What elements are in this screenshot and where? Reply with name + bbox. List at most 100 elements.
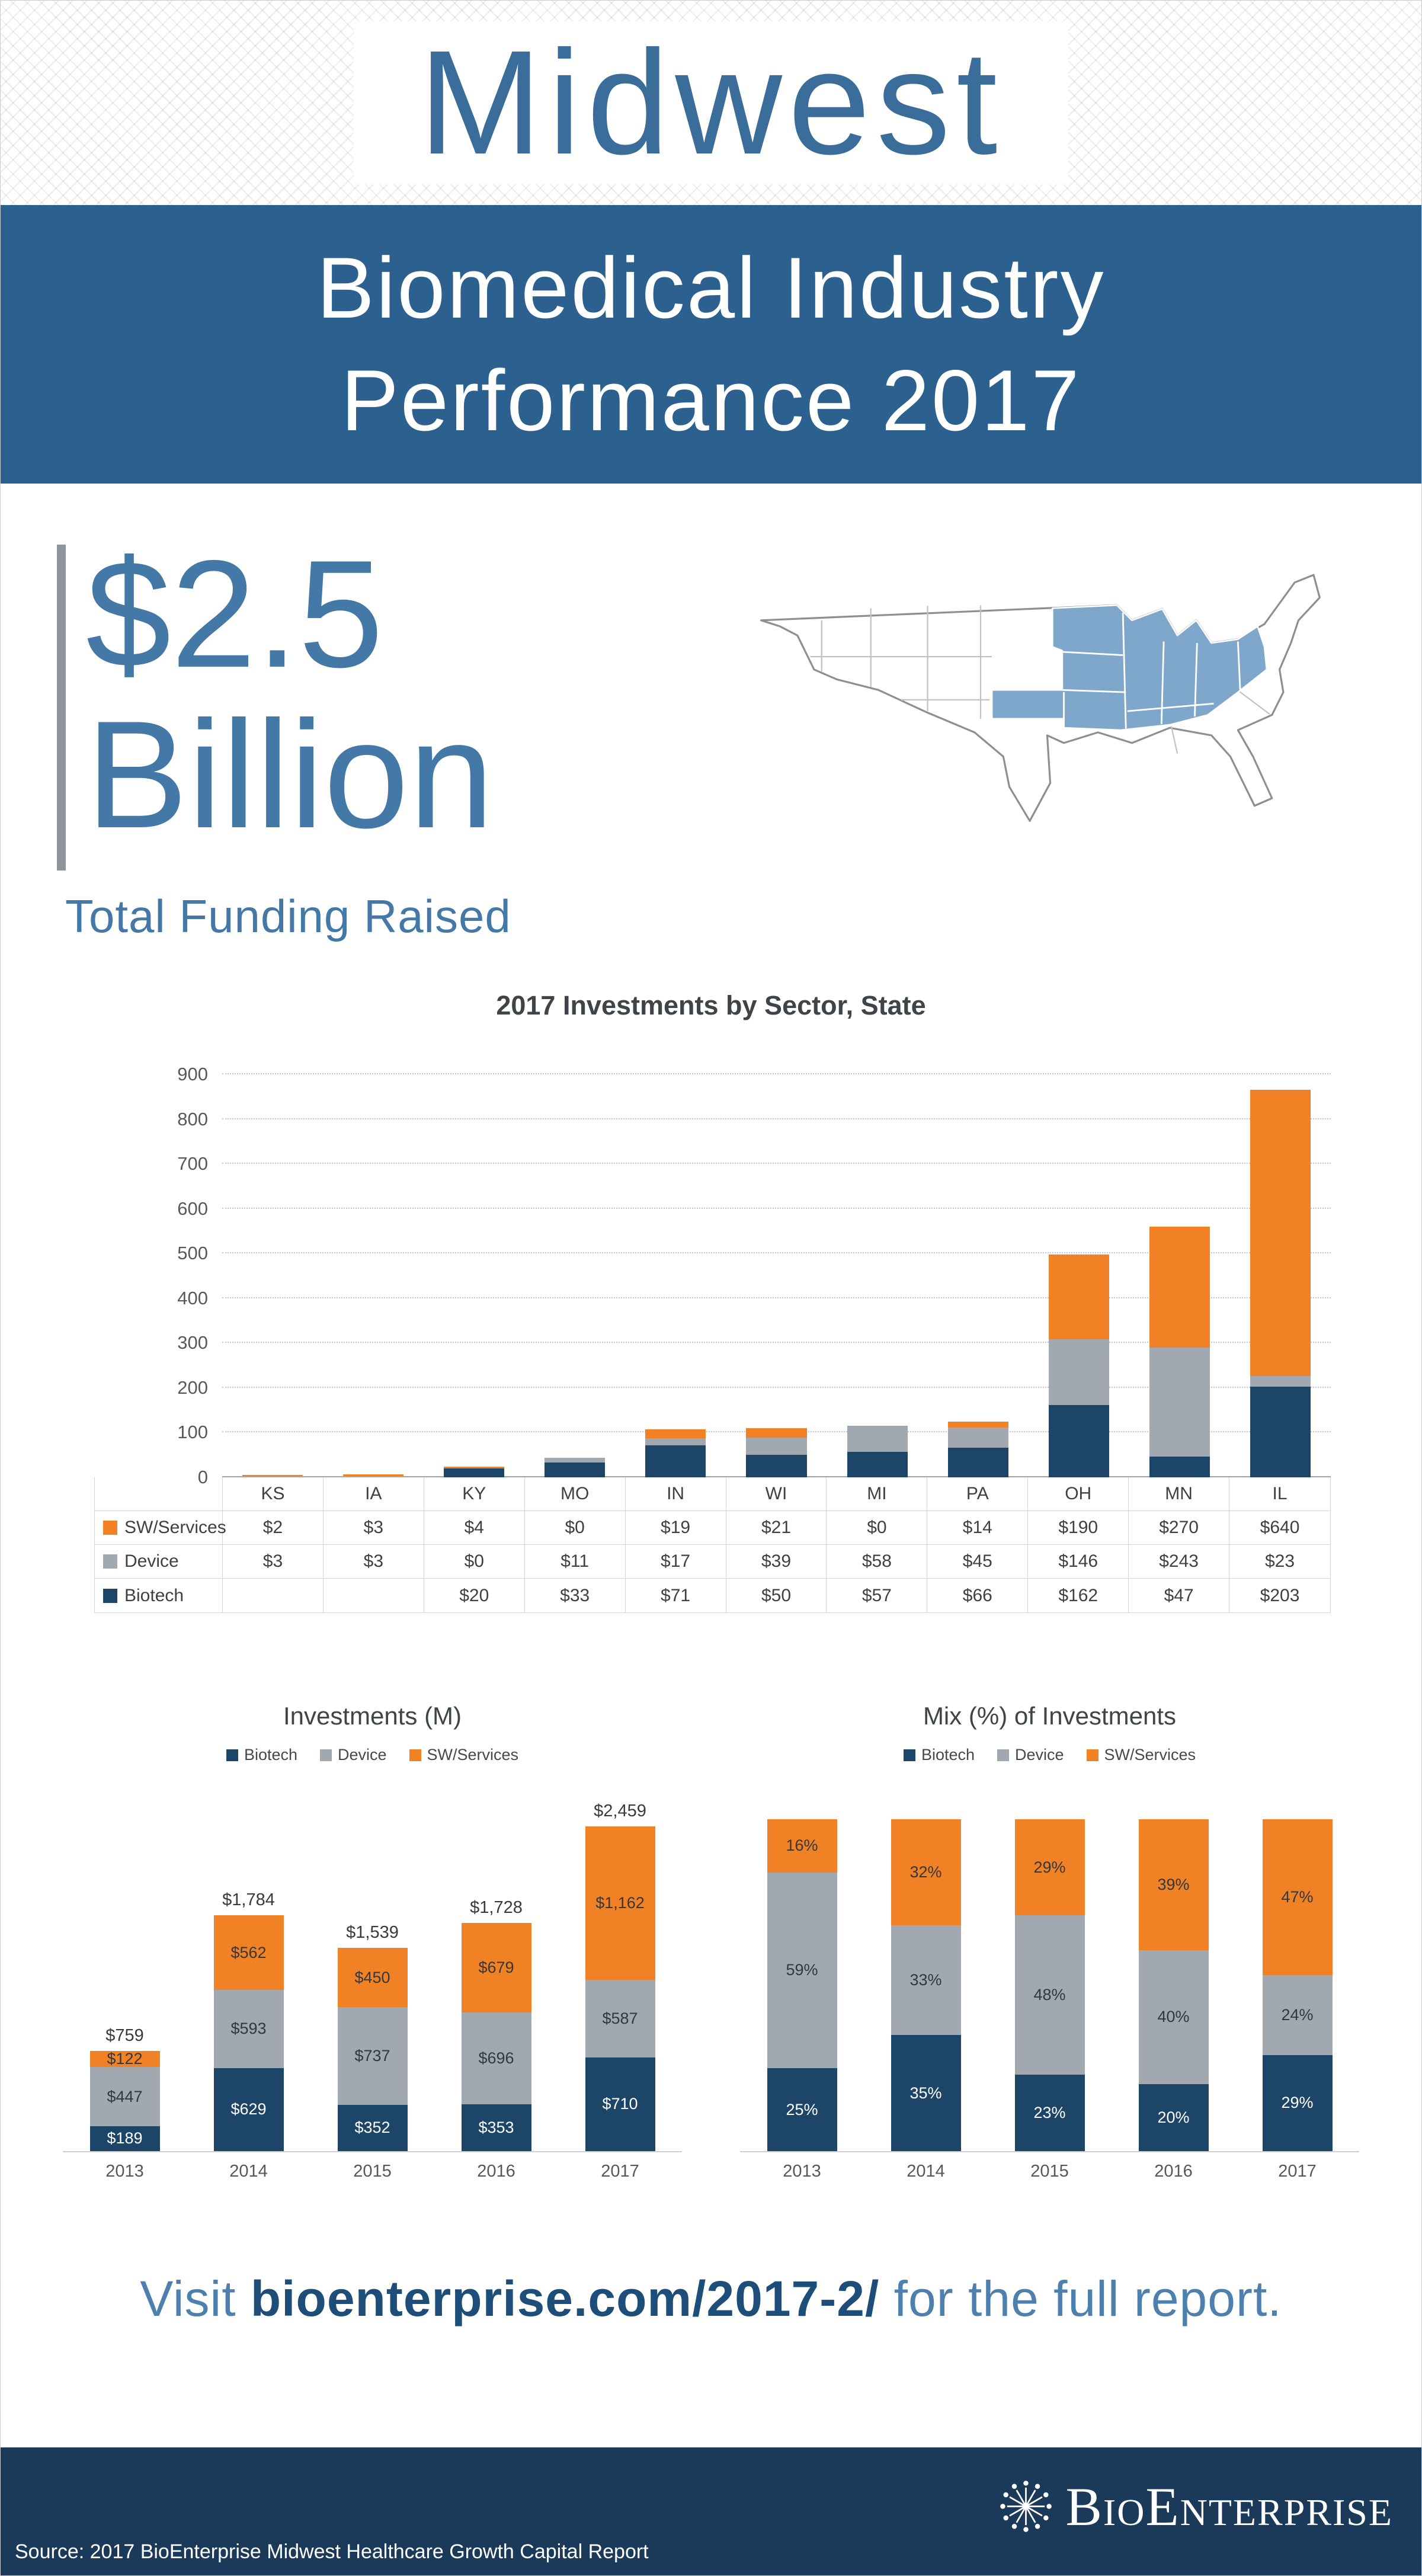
stack-KS bbox=[242, 1475, 303, 1477]
seg-Device bbox=[545, 1457, 606, 1463]
page-title: Midwest bbox=[418, 20, 1004, 185]
legend-swatch bbox=[103, 1588, 117, 1603]
state-chart-plot: 0 100 200 300 400 500 600 700 800 900 bbox=[177, 1064, 1331, 1487]
seg-Biotech: 35% bbox=[891, 2035, 961, 2151]
funding-section: $2.5 Billion Total Funding Raised bbox=[1, 484, 1421, 958]
seg-SW/Services: $450 bbox=[337, 1948, 408, 2008]
year-label: 2013 bbox=[105, 2162, 144, 2181]
bar-PA bbox=[928, 1074, 1029, 1477]
segment-label: $679 bbox=[478, 1959, 514, 1977]
table-cell-Biotech-MN: $47 bbox=[1129, 1579, 1230, 1612]
total-label: $759 bbox=[105, 2026, 144, 2046]
table-cell-Device-IL: $23 bbox=[1229, 1545, 1330, 1579]
total-label: $1,539 bbox=[346, 1923, 399, 1943]
y-axis-tick: 200 bbox=[177, 1377, 208, 1398]
row-label-text: Device bbox=[124, 1551, 179, 1571]
seg-Device bbox=[1048, 1339, 1109, 1405]
table-header-OH: OH bbox=[1028, 1477, 1129, 1511]
legend-label: SW/Services bbox=[427, 1746, 519, 1764]
table-cell-SW/Services-MN: $270 bbox=[1129, 1511, 1230, 1545]
year-label: 2015 bbox=[353, 2162, 392, 2181]
legend-swatch bbox=[903, 1749, 915, 1761]
seg-Biotech: $189 bbox=[89, 2126, 160, 2151]
row-label-Device: Device bbox=[95, 1545, 223, 1579]
table-cell-SW/Services-MO: $0 bbox=[524, 1511, 626, 1545]
legend-swatch bbox=[226, 1749, 238, 1761]
seg-Biotech: $353 bbox=[461, 2104, 531, 2151]
seg-Biotech bbox=[947, 1448, 1008, 1477]
gridline: 700 bbox=[177, 1153, 1331, 1174]
table-header-KY: KY bbox=[424, 1477, 525, 1511]
year-label: 2017 bbox=[1278, 2162, 1317, 2181]
bar-IA bbox=[323, 1074, 424, 1477]
visit-prefix: Visit bbox=[140, 2271, 251, 2327]
segment-label: $587 bbox=[602, 2009, 638, 2027]
segment-label: 25% bbox=[786, 2100, 818, 2119]
stack-MN bbox=[1149, 1226, 1210, 1477]
segment-label: 16% bbox=[786, 1836, 818, 1855]
chart-x-axis: 2013 2014 2015 2016 2017 bbox=[63, 2162, 682, 2181]
chart-mix: Mix (%) of Investments Biotech Device SW/S… bbox=[740, 1702, 1359, 2181]
year-label: 2014 bbox=[229, 2162, 268, 2181]
table-cell-Biotech-MO: $33 bbox=[525, 1579, 626, 1612]
visit-link[interactable]: bioenterprise.com/2017-2/ bbox=[250, 2271, 880, 2327]
stack-2017: 29% 24% 47% bbox=[1262, 1819, 1333, 2151]
seg-SW/Services bbox=[645, 1429, 706, 1438]
yearly-charts: Investments (M) Biotech Device SW/Services… bbox=[1, 1702, 1421, 2181]
seg-SW/Services bbox=[947, 1421, 1008, 1428]
gridline: 600 bbox=[177, 1198, 1331, 1219]
legend-label: SW/Services bbox=[1104, 1746, 1196, 1764]
segment-label: 40% bbox=[1157, 2008, 1190, 2026]
chart-bars: 25% 59% 16% 35% 33% 32% 23% 48% 29% 20% 40% 39% 29% 2… bbox=[740, 1770, 1359, 2152]
total-label: $2,459 bbox=[594, 1801, 646, 1821]
seg-SW/Services: $1,162 bbox=[585, 1826, 655, 1980]
segment-label: $737 bbox=[354, 2047, 390, 2065]
table-cell-Device-MI: $58 bbox=[827, 1545, 928, 1579]
table-cell-Biotech-KS bbox=[223, 1579, 324, 1612]
seg-Device: 59% bbox=[767, 1872, 837, 2068]
seg-Biotech: 29% bbox=[1262, 2055, 1333, 2151]
chart-mix-bar-2014: 35% 33% 32% bbox=[864, 1819, 988, 2151]
table-header-MN: MN bbox=[1129, 1477, 1230, 1511]
seg-SW/Services: 16% bbox=[767, 1819, 837, 1873]
funding-amount-bottom: Billion bbox=[86, 688, 494, 860]
dandelion-icon bbox=[1000, 2481, 1052, 2532]
midwest-state-borders bbox=[1052, 612, 1241, 729]
row-label-SW/Services: SW/Services bbox=[95, 1511, 226, 1545]
legend-Biotech: Biotech bbox=[903, 1746, 975, 1764]
y-axis-tick: 600 bbox=[177, 1198, 208, 1219]
banner: Biomedical Industry Performance 2017 bbox=[1, 205, 1421, 484]
seg-Biotech: 20% bbox=[1138, 2084, 1209, 2151]
seg-Device bbox=[645, 1438, 706, 1446]
table-cell-Device-PA: $45 bbox=[927, 1545, 1029, 1579]
seg-SW/Services bbox=[343, 1474, 404, 1476]
table-cell-Biotech-WI: $50 bbox=[726, 1579, 827, 1612]
chart-investments-bar-2016: $1,728 $353 $696 $679 bbox=[434, 1898, 558, 2151]
table-cell-Biotech-IN: $71 bbox=[626, 1579, 726, 1612]
segment-label: $353 bbox=[478, 2119, 514, 2137]
table-cell-Biotech-PA: $66 bbox=[927, 1579, 1029, 1612]
stack-OH bbox=[1048, 1254, 1109, 1477]
table-corner-cell bbox=[95, 1477, 223, 1511]
table-cell-SW/Services-IA: $3 bbox=[323, 1511, 424, 1545]
legend-label: Biotech bbox=[921, 1746, 975, 1764]
row-label-text: Biotech bbox=[124, 1585, 184, 1605]
table-cell-SW/Services-IL: $640 bbox=[1229, 1511, 1330, 1545]
legend-swatch bbox=[1086, 1749, 1098, 1761]
segment-label: 35% bbox=[909, 2084, 942, 2102]
year-label: 2016 bbox=[1154, 2162, 1193, 2181]
logo-text: BioEnterprise bbox=[1065, 2476, 1393, 2537]
chart-investments-bar-2013: $759 $189 $447 $122 bbox=[63, 2026, 187, 2151]
table-cell-SW/Services-IN: $19 bbox=[625, 1511, 726, 1545]
segment-label: $450 bbox=[354, 1968, 390, 1986]
segment-label: $629 bbox=[230, 2100, 267, 2119]
seg-Device: 24% bbox=[1262, 1975, 1333, 2055]
year-label: 2015 bbox=[1030, 2162, 1069, 2181]
seg-Biotech: $352 bbox=[337, 2104, 408, 2151]
stack-2016: $353 $696 $679 bbox=[461, 1922, 531, 2151]
chart-title: Investments (M) bbox=[283, 1702, 462, 1730]
visit-line: Visit bioenterprise.com/2017-2/ for the … bbox=[1, 2270, 1421, 2328]
stack-WI bbox=[746, 1428, 807, 1477]
legend-SW/Services: SW/Services bbox=[1086, 1746, 1196, 1764]
seg-Device: $696 bbox=[461, 2012, 531, 2105]
